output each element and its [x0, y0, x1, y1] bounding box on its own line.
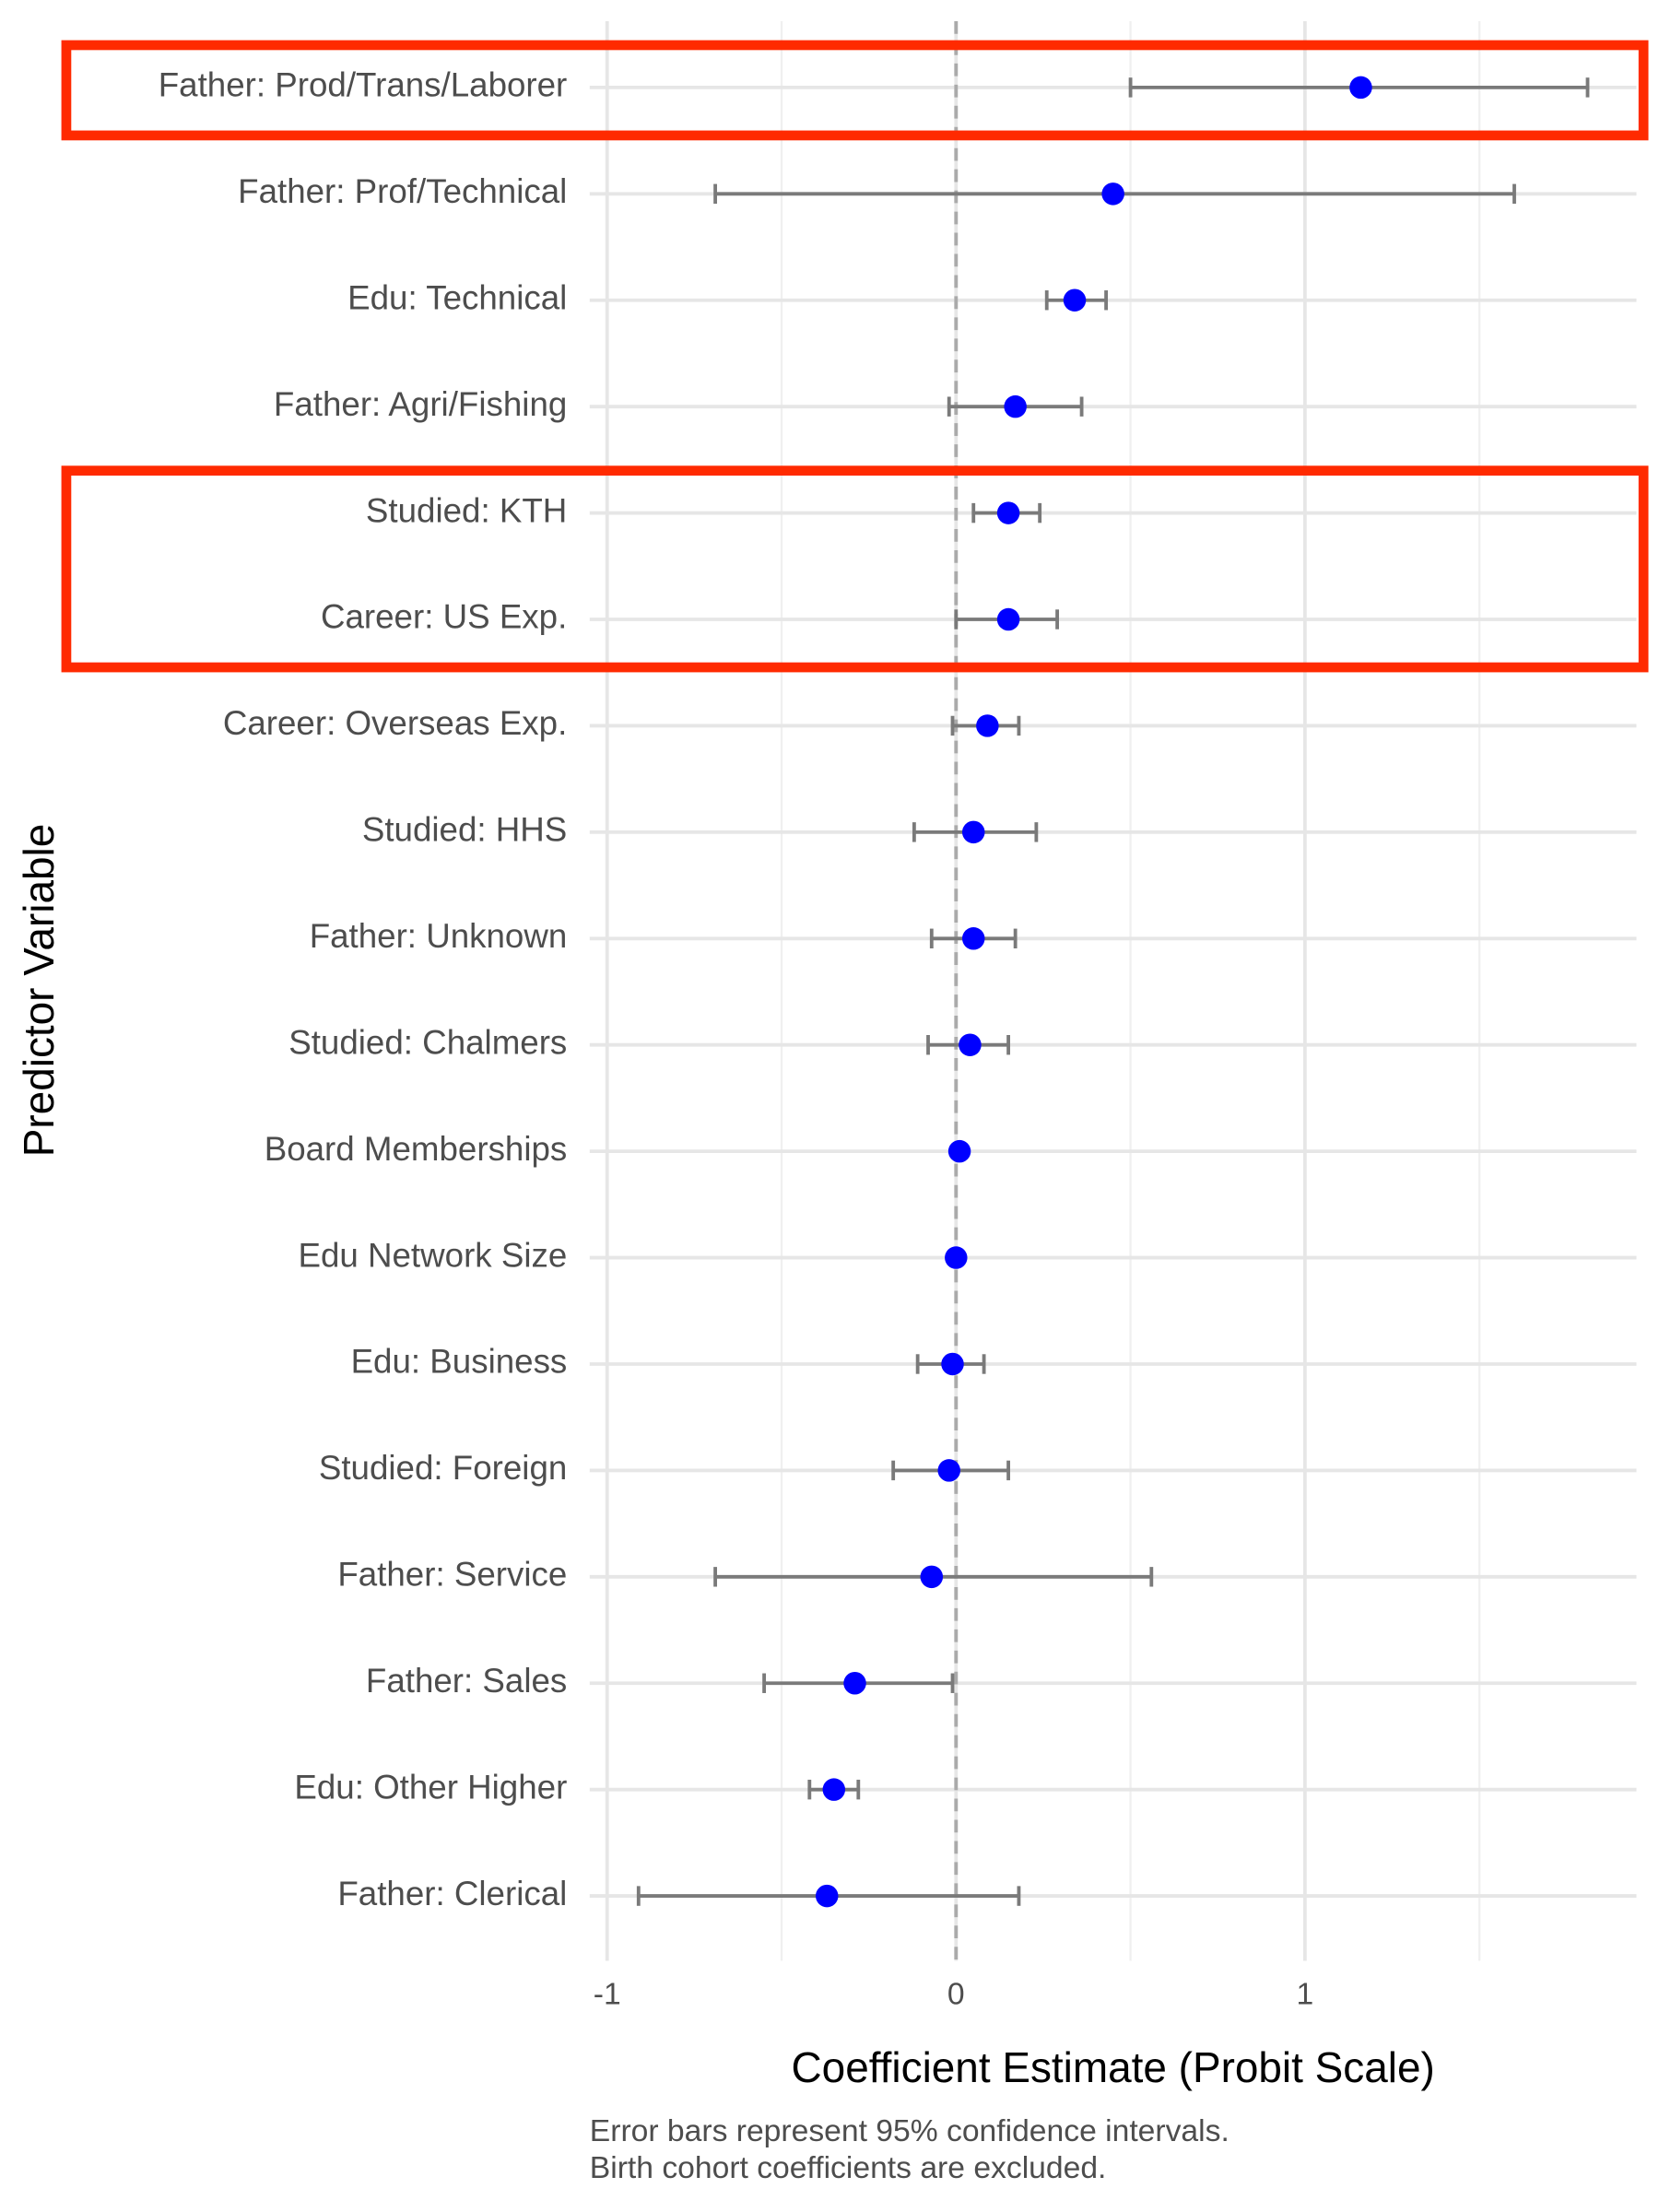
y-tick-label: Father: Prod/Trans/Laborer: [159, 66, 568, 104]
point: [920, 1565, 944, 1589]
y-tick-label: Father: Agri/Fishing: [274, 385, 567, 423]
point: [976, 714, 999, 737]
y-tick-label: Studied: Chalmers: [288, 1023, 567, 1061]
x-tick-label: -1: [594, 1978, 621, 2012]
caption: Birth cohort coefficients are excluded.: [590, 2151, 1107, 2185]
point: [959, 1033, 982, 1056]
highlight-box: [61, 40, 1649, 141]
y-tick-label: Career: US Exp.: [321, 598, 567, 636]
point: [843, 1672, 866, 1695]
y-tick-label: Father: Service: [337, 1556, 567, 1594]
y-tick-label: Father: Clerical: [337, 1875, 567, 1912]
point: [1063, 288, 1087, 312]
point: [1349, 76, 1372, 100]
y-tick-label: Edu: Technical: [347, 278, 567, 316]
y-tick-label: Edu: Business: [351, 1343, 568, 1381]
point: [996, 607, 1020, 631]
y-axis-title: Predictor Variable: [15, 824, 63, 1157]
point: [961, 820, 985, 844]
y-tick-label: Studied: HHS: [362, 811, 567, 849]
point: [941, 1352, 964, 1376]
highlight-box: [61, 465, 1649, 673]
y-tick-label: Edu: Other Higher: [294, 1768, 567, 1806]
point: [945, 1246, 968, 1269]
point: [996, 501, 1020, 524]
y-tick-label: Father: Sales: [366, 1662, 567, 1700]
y-tick-label: Father: Prof/Technical: [238, 172, 567, 210]
point: [822, 1778, 846, 1801]
y-tick-label: Career: Overseas Exp.: [223, 704, 567, 742]
point: [815, 1884, 839, 1908]
point: [947, 1139, 971, 1163]
y-tick-label: Board Memberships: [265, 1130, 568, 1168]
y-tick-label: Studied: Foreign: [319, 1449, 567, 1487]
y-tick-label: Studied: KTH: [366, 491, 567, 529]
y-tick-label: Father: Unknown: [310, 917, 568, 955]
point: [961, 927, 985, 950]
point: [1004, 394, 1027, 418]
caption: Error bars represent 95% confidence inte…: [590, 2114, 1230, 2148]
x-tick-label: 1: [1297, 1978, 1314, 2012]
x-tick-label: 0: [947, 1978, 965, 2012]
point: [1101, 182, 1124, 206]
point: [937, 1459, 960, 1482]
x-axis-title: Coefficient Estimate (Probit Scale): [792, 2043, 1435, 2091]
y-tick-label: Edu Network Size: [298, 1236, 567, 1274]
